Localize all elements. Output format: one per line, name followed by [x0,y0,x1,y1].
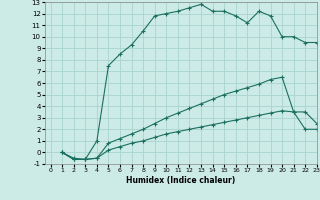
X-axis label: Humidex (Indice chaleur): Humidex (Indice chaleur) [126,176,236,185]
